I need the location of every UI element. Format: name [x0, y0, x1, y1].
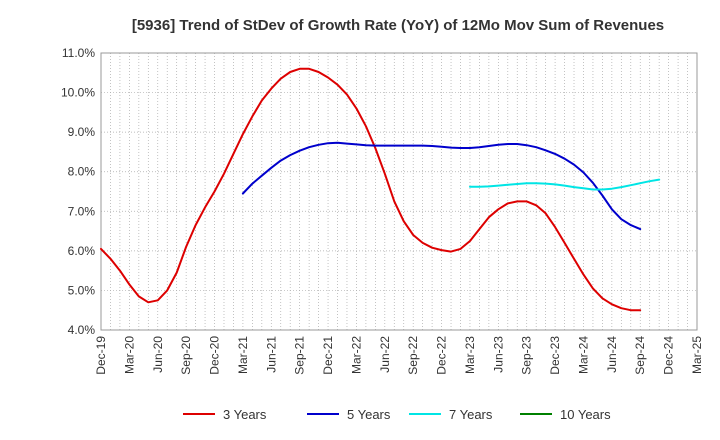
x-tick-label: Jun-21	[264, 336, 278, 373]
series-line-5-years	[241, 141, 642, 231]
y-tick-label: 9.0%	[68, 125, 96, 139]
x-tick-label: Dec-19	[94, 336, 108, 375]
y-tick-label: 4.0%	[68, 323, 96, 337]
legend-label-5-years: 5 Years	[347, 407, 391, 422]
x-tick-label: Mar-24	[576, 336, 590, 374]
series-line-7-years	[469, 178, 661, 191]
y-axis: 4.0% 5.0% 6.0% 7.0% 8.0% 9.0% 10.0% 11.0%	[61, 46, 95, 337]
x-tick-label: Dec-22	[435, 336, 449, 375]
x-tick-label: Dec-24	[662, 336, 676, 375]
x-tick-label: Sep-22	[406, 336, 420, 375]
x-tick-label: Mar-20	[122, 336, 136, 374]
series-line-3-years	[100, 67, 642, 312]
x-tick-label: Mar-21	[236, 336, 250, 374]
legend-label-3-years: 3 Years	[223, 407, 267, 422]
y-tick-label: 11.0%	[62, 46, 95, 60]
series-lines	[100, 67, 661, 312]
x-tick-label: Dec-21	[321, 336, 335, 375]
y-tick-label: 5.0%	[68, 283, 96, 297]
legend: 3 Years 5 Years 7 Years 10 Years	[183, 407, 611, 422]
x-tick-label: Dec-23	[548, 336, 562, 375]
chart-title: [5936] Trend of StDev of Growth Rate (Yo…	[132, 17, 664, 34]
x-tick-label: Jun-24	[605, 336, 619, 373]
grid	[100, 52, 698, 331]
x-tick-label: Sep-24	[633, 336, 647, 375]
y-tick-label: 7.0%	[68, 204, 96, 218]
x-tick-label: Sep-20	[179, 336, 193, 375]
legend-label-7-years: 7 Years	[449, 407, 493, 422]
x-tick-label: Sep-21	[293, 336, 307, 375]
x-tick-label: Jun-22	[378, 336, 392, 373]
y-tick-label: 8.0%	[68, 165, 96, 179]
legend-label-10-years: 10 Years	[560, 407, 611, 422]
x-tick-label: Mar-25	[690, 336, 704, 374]
x-tick-label: Jun-20	[151, 336, 165, 373]
x-tick-label: Mar-23	[463, 336, 477, 374]
y-tick-label: 10.0%	[61, 86, 95, 100]
y-tick-label: 6.0%	[68, 244, 96, 258]
plot-area	[100, 52, 698, 331]
x-tick-label: Jun-23	[491, 336, 505, 373]
x-axis: Dec-19 Mar-20 Jun-20 Sep-20 Dec-20 Mar-21 Jun-…	[94, 336, 704, 375]
x-tick-label: Mar-22	[349, 336, 363, 374]
x-tick-label: Dec-20	[208, 336, 222, 375]
x-tick-label: Sep-23	[520, 336, 534, 375]
